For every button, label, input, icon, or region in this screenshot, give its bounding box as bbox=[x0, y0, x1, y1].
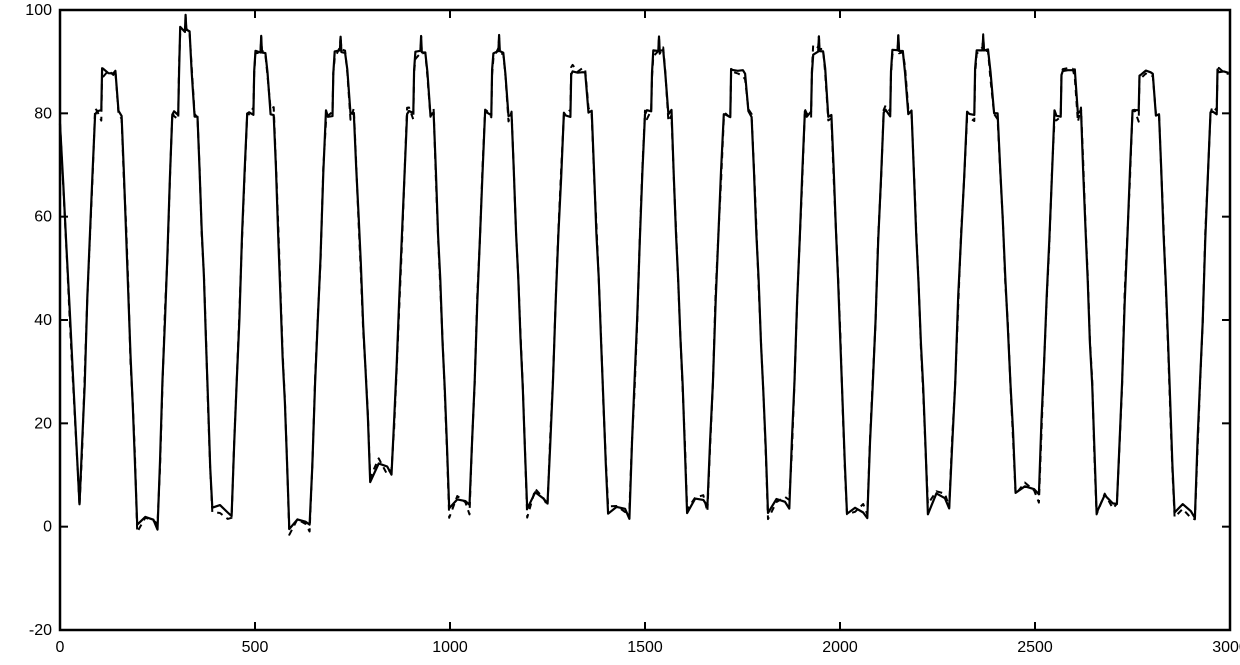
y-tick-label: 80 bbox=[34, 105, 52, 122]
y-tick-label: 20 bbox=[34, 415, 52, 432]
y-tick-label: 60 bbox=[34, 209, 52, 226]
y-tick-label: 0 bbox=[43, 519, 52, 536]
series-solid bbox=[60, 15, 1229, 530]
y-tick-label: 100 bbox=[25, 2, 52, 19]
y-tick-label: -20 bbox=[29, 622, 52, 639]
x-tick-label: 500 bbox=[242, 639, 269, 656]
chart-container: 050010001500200025003000-20020406080100 bbox=[0, 0, 1240, 660]
x-tick-label: 2500 bbox=[1017, 639, 1053, 656]
series-dashed bbox=[60, 17, 1229, 535]
chart-svg: 050010001500200025003000-20020406080100 bbox=[0, 0, 1240, 660]
y-tick-label: 40 bbox=[34, 312, 52, 329]
x-tick-label: 0 bbox=[56, 639, 65, 656]
x-tick-label: 1500 bbox=[627, 639, 663, 656]
x-tick-label: 2000 bbox=[822, 639, 858, 656]
x-tick-label: 3000 bbox=[1212, 639, 1240, 656]
x-tick-label: 1000 bbox=[432, 639, 468, 656]
